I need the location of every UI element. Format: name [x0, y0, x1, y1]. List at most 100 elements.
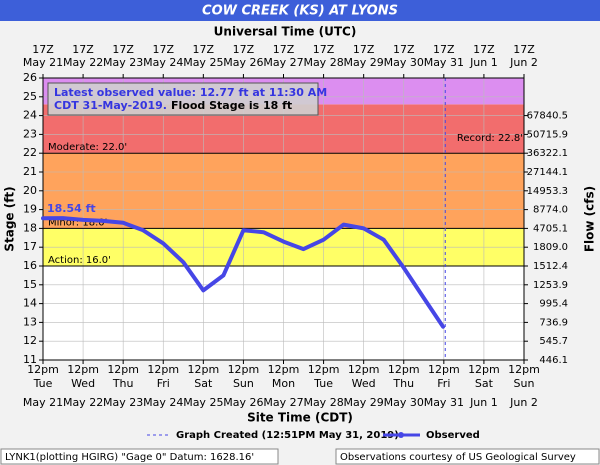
y-tick-label: 13	[23, 315, 37, 328]
x2-tick-date: Jun 1	[469, 56, 498, 69]
record-label: Record: 22.8'	[457, 133, 523, 144]
y2-tick-label: 1512.4	[533, 261, 568, 272]
y-tick-label: 23	[23, 127, 37, 140]
threshold-label: Moderate: 22.0'	[48, 142, 127, 153]
y-tick-label: 14	[23, 297, 37, 310]
x-tick-date: May 24	[143, 396, 183, 409]
latest-flood-stage: Flood Stage is 18 ft	[171, 99, 292, 112]
x-tick-day: Sun	[233, 377, 254, 390]
x-tick-date: May 25	[183, 396, 223, 409]
x-tick-day: Thu	[112, 377, 134, 390]
x-tick-date: May 31	[424, 396, 464, 409]
series-line	[41, 216, 445, 329]
x-tick-time: 12pm	[268, 363, 300, 376]
x2-tick-date: May 23	[103, 56, 143, 69]
x2-tick-label: 17Z	[152, 43, 174, 56]
x-tick-day: Sat	[475, 377, 494, 390]
x-tick-date: May 22	[63, 396, 103, 409]
x2-tick-label: 17Z	[193, 43, 215, 56]
x2-tick-label: 17Z	[433, 43, 455, 56]
y2-tick-label: 36322.1	[527, 148, 568, 159]
y-tick-label: 11	[23, 353, 37, 366]
threshold-label: Minor: 18.0'	[48, 217, 107, 228]
x-tick-date: May 27	[263, 396, 303, 409]
y2-tick-label: 1253.9	[533, 280, 568, 291]
x-tick-time: 12pm	[27, 363, 59, 376]
y2-tick-label: 8774.0	[533, 205, 568, 216]
x2-tick-label: 17Z	[32, 43, 54, 56]
x-tick-time: 12pm	[348, 363, 380, 376]
y2-axis-title: Flow (cfs)	[583, 186, 597, 252]
x2-tick-label: 17Z	[313, 43, 335, 56]
x-tick-day: Thu	[392, 377, 414, 390]
y-tick-label: 22	[23, 146, 37, 159]
x-tick-time: 12pm	[187, 363, 219, 376]
x2-tick-date: May 26	[223, 56, 263, 69]
x-tick-day: Tue	[33, 377, 53, 390]
y-tick-label: 24	[23, 109, 37, 122]
y-tick-label: 18	[23, 221, 37, 234]
y2-tick-label: 446.1	[539, 355, 568, 366]
footer-right-box	[335, 448, 600, 465]
threshold-label: Action: 16.0'	[48, 255, 111, 266]
y2-tick-label: 995.4	[539, 299, 568, 310]
latest-date: CDT 31-May-2019.	[54, 99, 167, 112]
x2-tick-date: May 21	[23, 56, 63, 69]
x2-tick-label: 17Z	[513, 43, 535, 56]
x-tick-day: Wed	[352, 377, 376, 390]
x-tick-time: 12pm	[147, 363, 179, 376]
legend-observed-label: Observed	[426, 430, 480, 441]
plot-area: Moderate: 22.0' Minor: 18.0' Action: 16.0'…	[23, 43, 568, 409]
x2-tick-label: 17Z	[233, 43, 255, 56]
x-tick-day: Fri	[437, 377, 450, 390]
x-tick-date: May 23	[103, 396, 143, 409]
x-tick-date: May 21	[23, 396, 63, 409]
footer-right: Observations courtesy of US Geological S…	[340, 452, 576, 463]
x2-tick-label: 17Z	[473, 43, 495, 56]
latest-line1: Latest observed value: 12.77 ft at 11:30…	[54, 86, 327, 99]
x2-tick-label: 17Z	[72, 43, 94, 56]
y-tick-label: 19	[23, 203, 37, 216]
x-tick-date: May 28	[303, 396, 343, 409]
x2-tick-label: 17Z	[353, 43, 375, 56]
x-tick-date: Jun 1	[469, 396, 498, 409]
x-tick-date: May 29	[344, 396, 384, 409]
x-tick-time: 12pm	[308, 363, 340, 376]
y-axis-title: Stage (ft)	[3, 186, 17, 251]
title-bar	[0, 0, 600, 21]
x-tick-time: 12pm	[428, 363, 460, 376]
x-tick-time: 12pm	[388, 363, 420, 376]
x2-tick-date: May 29	[344, 56, 384, 69]
x-tick-time: 12pm	[67, 363, 99, 376]
y-tick-label: 26	[23, 71, 37, 84]
x2-tick-date: May 24	[143, 56, 183, 69]
x2-tick-date: Jun 2	[509, 56, 538, 69]
y-tick-label: 16	[23, 259, 37, 272]
x-axis-title: Site Time (CDT)	[247, 411, 353, 425]
y-tick-label: 20	[23, 184, 37, 197]
x-tick-day: Mon	[272, 377, 295, 390]
x-tick-date: May 26	[223, 396, 263, 409]
x-tick-day: Sun	[514, 377, 535, 390]
x2-tick-date: May 27	[263, 56, 303, 69]
x-tick-day: Fri	[157, 377, 170, 390]
x-tick-time: 12pm	[468, 363, 500, 376]
x-tick-day: Sat	[194, 377, 213, 390]
y2-tick-label: 736.9	[539, 317, 568, 328]
x-tick-day: Wed	[71, 377, 95, 390]
x2-tick-date: May 30	[384, 56, 424, 69]
x-tick-time: 12pm	[508, 363, 540, 376]
latest-box	[47, 82, 319, 116]
legend: Graph Created (12:51PM May 31, 2019) Obs…	[147, 430, 480, 441]
x2-tick-label: 17Z	[112, 43, 134, 56]
y2-tick-label: 27144.1	[527, 167, 568, 178]
y2-tick-label: 545.7	[539, 336, 568, 347]
footer-left-box	[0, 448, 279, 465]
x-tick-date: May 30	[384, 396, 424, 409]
y-tick-label: 12	[23, 334, 37, 347]
y-tick-label: 15	[23, 278, 37, 291]
top-axis-title: Universal Time (UTC)	[214, 25, 357, 39]
y2-tick-label: 1809.0	[533, 242, 568, 253]
x2-tick-date: May 28	[303, 56, 343, 69]
x-tick-day: Tue	[313, 377, 333, 390]
